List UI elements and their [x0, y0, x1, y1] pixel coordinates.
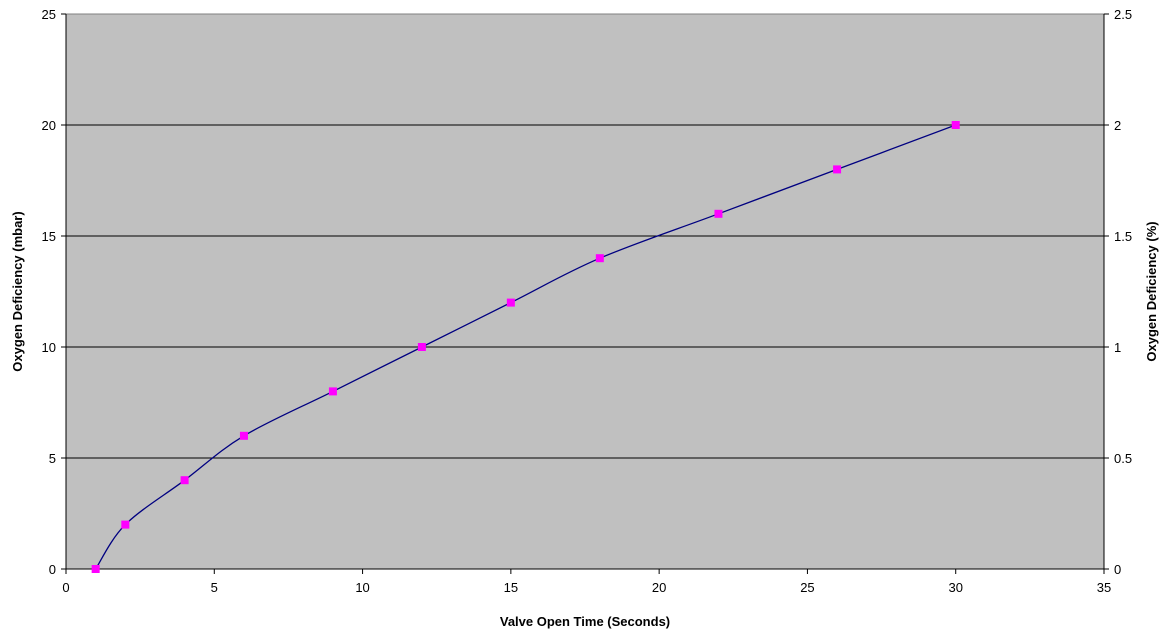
- data-point: [833, 165, 842, 174]
- x-tick-label: 15: [504, 580, 518, 595]
- tick-labels: 0 5 10 15 20 25 0 0.5 1 1.5 2 2.5 0 5 10 15 20 25 30 35: [42, 7, 1133, 595]
- plot-area: [65, 13, 1105, 570]
- data-point: [328, 387, 337, 396]
- x-tick-label: 35: [1097, 580, 1111, 595]
- y2-tick-label: 1: [1114, 340, 1121, 355]
- y2-tick-label: 1.5: [1114, 229, 1132, 244]
- y-tick-label: 15: [42, 229, 56, 244]
- x-tick-label: 0: [62, 580, 69, 595]
- data-point: [239, 431, 248, 440]
- data-point: [595, 254, 604, 263]
- y-tick-label: 0: [49, 562, 56, 577]
- gridlines: [66, 124, 1104, 459]
- x-tick-label: 20: [652, 580, 666, 595]
- data-point: [180, 476, 189, 485]
- y-tick-label: 25: [42, 7, 56, 22]
- axes: [61, 13, 1109, 574]
- y-tick-label: 5: [49, 451, 56, 466]
- data-point: [506, 298, 515, 307]
- data-point: [714, 209, 723, 218]
- x-tick-label: 10: [355, 580, 369, 595]
- data-markers: [91, 121, 960, 573]
- data-point: [417, 343, 426, 351]
- x-tick-label: 25: [800, 580, 814, 595]
- y2-tick-label: 0.5: [1114, 451, 1132, 466]
- y-tick-label: 10: [42, 340, 56, 355]
- y-tick-label: 20: [42, 118, 56, 133]
- data-point: [951, 121, 960, 129]
- x-axis-title: Valve Open Time (Seconds): [500, 614, 670, 629]
- data-point: [91, 565, 100, 573]
- data-point: [121, 520, 130, 529]
- y2-tick-label: 2.5: [1114, 7, 1132, 22]
- y2-tick-label: 0: [1114, 562, 1121, 577]
- x-tick-label: 5: [211, 580, 218, 595]
- y-axis-title: Oxygen Deficiency (mbar): [10, 211, 25, 371]
- x-tick-label: 30: [948, 580, 962, 595]
- y2-tick-label: 2: [1114, 118, 1121, 133]
- y2-axis-title: Oxygen Deficiency (%): [1144, 221, 1159, 361]
